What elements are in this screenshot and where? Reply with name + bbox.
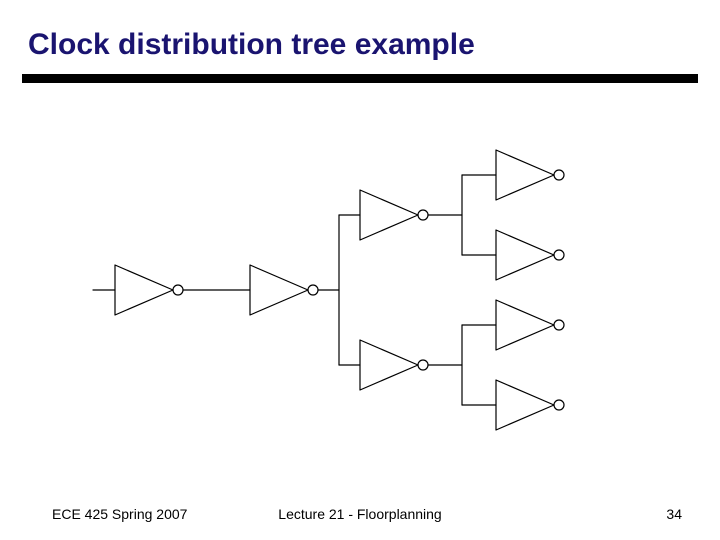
footer-pagenum: 34 — [666, 506, 682, 522]
clock-tree-diagram — [0, 0, 720, 540]
footer-lecture: Lecture 21 - Floorplanning — [0, 506, 720, 522]
